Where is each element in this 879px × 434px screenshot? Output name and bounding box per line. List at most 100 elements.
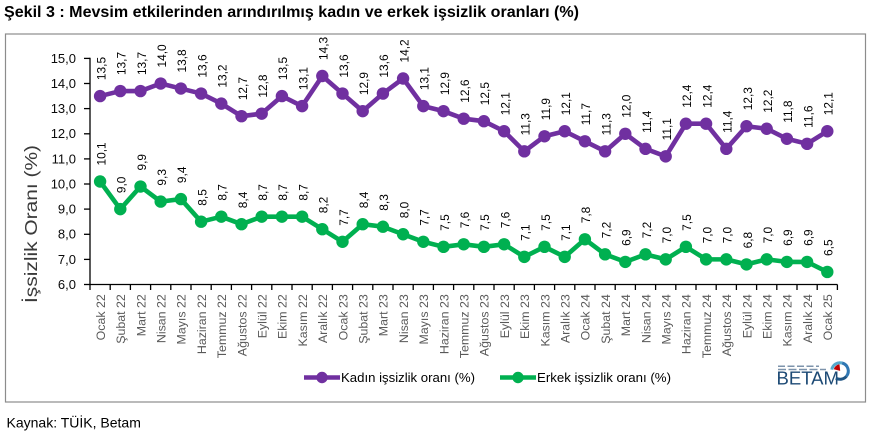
svg-text:Ocak 24: Ocak 24 (579, 294, 593, 340)
svg-text:13,6: 13,6 (377, 54, 391, 78)
svg-text:12,7: 12,7 (236, 77, 250, 101)
svg-text:12,1: 12,1 (498, 92, 512, 116)
svg-text:7,5: 7,5 (539, 214, 553, 231)
svg-text:11,8: 11,8 (781, 100, 795, 123)
svg-text:7,1: 7,1 (559, 224, 573, 241)
svg-text:12,5: 12,5 (478, 82, 492, 106)
svg-text:12,0: 12,0 (620, 94, 634, 118)
svg-text:8,7: 8,7 (276, 184, 290, 201)
svg-text:9,0: 9,0 (58, 202, 76, 217)
svg-text:7,6: 7,6 (498, 211, 512, 228)
svg-text:13,8: 13,8 (175, 49, 189, 73)
svg-text:7,0: 7,0 (660, 226, 674, 243)
svg-text:7,5: 7,5 (680, 214, 694, 231)
svg-text:11,1: 11,1 (660, 118, 674, 141)
svg-text:Şekil 3 : Mevsim etkilerinden: Şekil 3 : Mevsim etkilerinden arındırılm… (4, 4, 579, 21)
svg-text:8,4: 8,4 (236, 191, 250, 208)
svg-text:8,7: 8,7 (296, 184, 310, 201)
svg-text:14,2: 14,2 (397, 39, 411, 63)
svg-text:Kadın işsizlik oranı (%): Kadın işsizlik oranı (%) (341, 370, 475, 385)
svg-text:6,5: 6,5 (822, 239, 836, 256)
svg-text:6,8: 6,8 (741, 231, 755, 248)
svg-text:7,5: 7,5 (438, 214, 452, 231)
svg-text:7,0: 7,0 (700, 226, 714, 243)
svg-text:13,7: 13,7 (135, 52, 149, 76)
svg-text:11,6: 11,6 (801, 105, 815, 128)
svg-text:7,7: 7,7 (418, 209, 432, 226)
svg-text:10,0: 10,0 (51, 176, 76, 191)
svg-text:12,0: 12,0 (51, 126, 76, 141)
svg-text:13,1: 13,1 (418, 67, 432, 91)
svg-text:6,9: 6,9 (801, 229, 815, 246)
svg-text:7,0: 7,0 (721, 226, 735, 243)
svg-text:6,9: 6,9 (781, 229, 795, 246)
svg-text:11,7: 11,7 (579, 103, 593, 126)
svg-text:Ağustos 22: Ağustos 22 (235, 294, 249, 356)
svg-text:Ağustos 24: Ağustos 24 (720, 294, 734, 356)
svg-text:Haziran 23: Haziran 23 (437, 294, 451, 354)
svg-text:BETAM: BETAM (777, 369, 840, 389)
svg-text:Ekim 23: Ekim 23 (518, 294, 532, 339)
svg-text:Mayıs 22: Mayıs 22 (175, 294, 189, 344)
svg-text:Eylül 24: Eylül 24 (740, 294, 754, 338)
svg-text:7,7: 7,7 (337, 209, 351, 226)
svg-text:11,4: 11,4 (721, 110, 735, 133)
svg-text:13,0: 13,0 (51, 101, 76, 116)
svg-text:8,7: 8,7 (256, 184, 270, 201)
svg-text:Şubat 23: Şubat 23 (357, 294, 371, 344)
svg-text:12,9: 12,9 (438, 72, 452, 96)
svg-text:15,0: 15,0 (51, 51, 76, 66)
svg-text:12,6: 12,6 (458, 79, 472, 103)
svg-text:Nisan 24: Nisan 24 (639, 294, 653, 343)
svg-text:Haziran 24: Haziran 24 (680, 294, 694, 354)
svg-text:13,6: 13,6 (195, 54, 209, 78)
svg-text:Mayıs 24: Mayıs 24 (660, 294, 674, 344)
svg-text:Nisan 23: Nisan 23 (397, 294, 411, 343)
svg-text:Aralık 23: Aralık 23 (559, 294, 573, 343)
svg-text:12,1: 12,1 (822, 92, 836, 116)
svg-text:Ekim 24: Ekim 24 (761, 294, 775, 339)
svg-text:13,7: 13,7 (115, 52, 129, 76)
svg-text:Ağustos 23: Ağustos 23 (478, 294, 492, 356)
svg-text:6,9: 6,9 (620, 229, 634, 246)
svg-text:Eylül 22: Eylül 22 (256, 294, 270, 338)
svg-text:13,5: 13,5 (276, 57, 290, 81)
svg-text:9,0: 9,0 (115, 176, 129, 193)
svg-text:Mart 24: Mart 24 (619, 294, 633, 336)
svg-text:12,9: 12,9 (357, 72, 371, 96)
svg-text:8,2: 8,2 (317, 196, 331, 213)
svg-text:13,5: 13,5 (94, 57, 108, 81)
svg-text:9,4: 9,4 (175, 166, 189, 183)
svg-text:Ocak 22: Ocak 22 (94, 294, 108, 340)
svg-text:Eylül 23: Eylül 23 (498, 294, 512, 338)
svg-text:13,2: 13,2 (216, 64, 230, 88)
svg-text:7,0: 7,0 (58, 252, 76, 267)
svg-text:11,3: 11,3 (599, 113, 613, 136)
svg-text:Kasım 24: Kasım 24 (781, 294, 795, 346)
svg-text:9,9: 9,9 (135, 154, 149, 171)
svg-text:Haziran 22: Haziran 22 (195, 294, 209, 354)
svg-text:12,2: 12,2 (761, 89, 775, 113)
svg-text:8,3: 8,3 (377, 194, 391, 211)
svg-text:Kasım 22: Kasım 22 (296, 294, 310, 346)
svg-text:8,0: 8,0 (58, 227, 76, 242)
svg-text:Şubat 24: Şubat 24 (599, 294, 613, 344)
svg-text:Nisan 22: Nisan 22 (155, 294, 169, 343)
svg-text:Kasım 23: Kasım 23 (538, 294, 552, 346)
svg-text:12,4: 12,4 (680, 84, 694, 108)
svg-text:Aralık 22: Aralık 22 (316, 294, 330, 343)
svg-text:7,8: 7,8 (579, 206, 593, 223)
svg-text:Mart 23: Mart 23 (377, 294, 391, 336)
svg-text:8,7: 8,7 (216, 184, 230, 201)
svg-text:7,0: 7,0 (761, 226, 775, 243)
svg-text:6,0: 6,0 (58, 277, 76, 292)
svg-text:Mart 22: Mart 22 (134, 294, 148, 336)
svg-text:Temmuz 24: Temmuz 24 (700, 294, 714, 358)
svg-text:Mayıs 23: Mayıs 23 (417, 294, 431, 344)
svg-text:8,5: 8,5 (195, 189, 209, 206)
svg-text:7,6: 7,6 (458, 211, 472, 228)
svg-text:11,9: 11,9 (539, 98, 553, 121)
svg-text:7,1: 7,1 (519, 224, 533, 241)
svg-text:14,0: 14,0 (155, 44, 169, 68)
svg-text:14,3: 14,3 (317, 36, 331, 60)
